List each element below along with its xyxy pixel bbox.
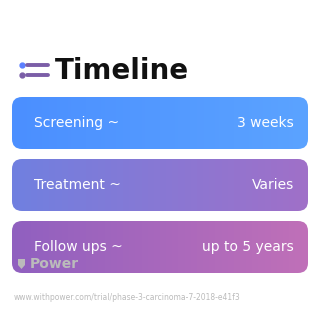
Text: www.withpower.com/trial/phase-3-carcinoma-7-2018-e41f3: www.withpower.com/trial/phase-3-carcinom…	[14, 292, 241, 301]
Text: up to 5 years: up to 5 years	[202, 240, 294, 254]
Text: 3 weeks: 3 weeks	[237, 116, 294, 130]
Text: Timeline: Timeline	[55, 57, 189, 85]
Text: Varies: Varies	[252, 178, 294, 192]
Text: Power: Power	[30, 257, 79, 271]
Text: Treatment ~: Treatment ~	[34, 178, 121, 192]
Polygon shape	[18, 259, 25, 269]
Text: Screening ~: Screening ~	[34, 116, 119, 130]
Text: Follow ups ~: Follow ups ~	[34, 240, 123, 254]
